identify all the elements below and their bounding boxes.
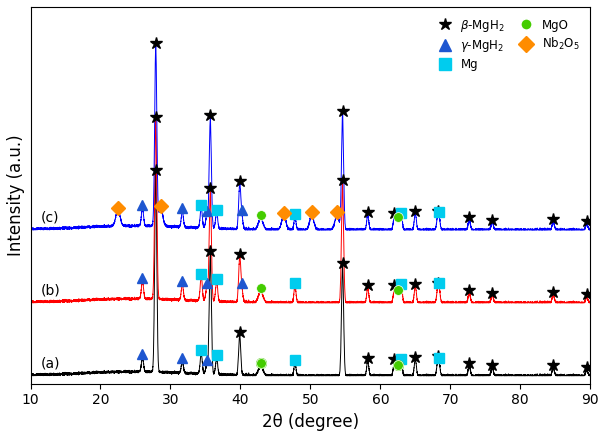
Legend: $\beta$-MgH$_2$, $\gamma$-MgH$_2$, Mg, MgO, Nb$_2$O$_5$: $\beta$-MgH$_2$, $\gamma$-MgH$_2$, Mg, M… bbox=[428, 13, 584, 76]
X-axis label: 2θ (degree): 2θ (degree) bbox=[262, 413, 359, 431]
Y-axis label: Intensity (a.u.): Intensity (a.u.) bbox=[7, 134, 25, 256]
Text: (c): (c) bbox=[41, 211, 59, 225]
Text: (a): (a) bbox=[41, 357, 61, 371]
Text: (b): (b) bbox=[41, 284, 61, 298]
